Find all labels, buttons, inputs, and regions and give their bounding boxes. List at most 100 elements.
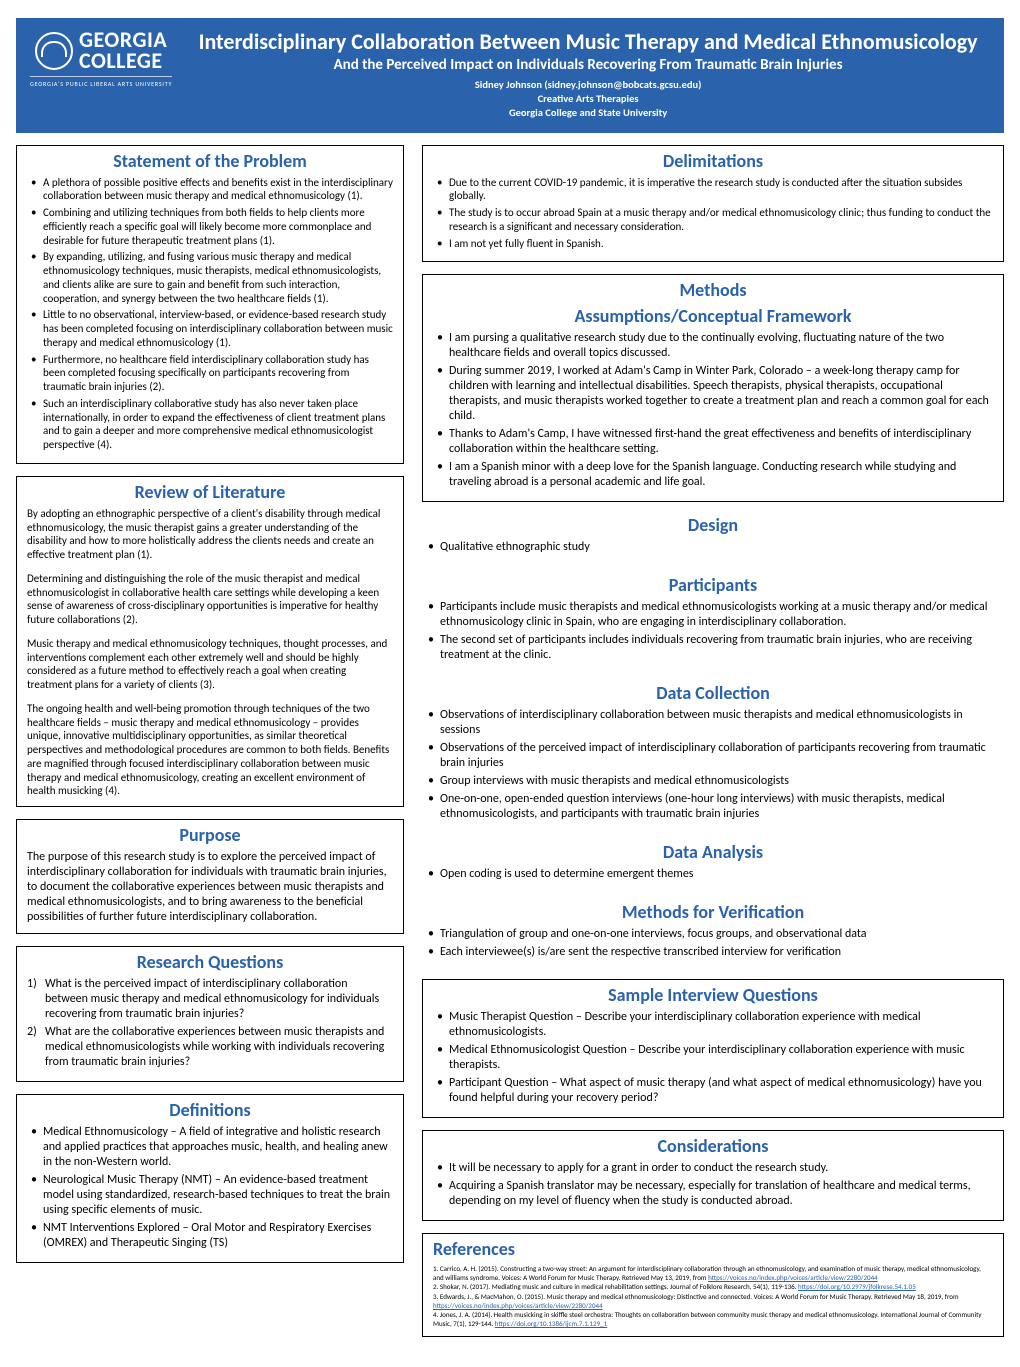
section-title: Review of Literature [27, 481, 393, 503]
datacollection-list: Observations of interdisciplinary collab… [424, 708, 1002, 822]
list-item: One-on-one, open-ended question intervie… [424, 792, 1002, 822]
section-title: References [433, 1238, 993, 1260]
section-title: Participants [424, 574, 1002, 596]
list-item: What is the perceived impact of interdis… [27, 977, 393, 1022]
lit-para: The ongoing health and well-being promot… [27, 702, 393, 798]
problem-list: A plethora of possible positive effects … [27, 176, 393, 452]
section-methods-assumptions: Methods Assumptions/Conceptual Framework… [422, 274, 1004, 502]
list-item: I am a Spanish minor with a deep love fo… [433, 460, 993, 490]
section-data-collection: Data Collection Observations of interdis… [422, 682, 1004, 831]
list-item: During summer 2019, I worked at Adam's C… [433, 364, 993, 424]
list-item: Group interviews with music therapists a… [424, 774, 1002, 789]
reference-item: 3. Edwards, J., & MacMahon, O. (2015). M… [433, 1292, 993, 1310]
list-item: Music Therapist Question – Describe your… [433, 1010, 993, 1040]
reference-item: 2. Shokar, N. (2017). Mediating music an… [433, 1282, 993, 1291]
section-participants: Participants Participants include music … [422, 574, 1004, 672]
list-item: I am not yet fully fluent in Spanish. [433, 237, 993, 251]
list-item: Thanks to Adam's Camp, I have witnessed … [433, 427, 993, 457]
section-considerations: Considerations It will be necessary to a… [422, 1130, 1004, 1221]
analysis-list: Open coding is used to determine emergen… [424, 867, 1002, 882]
list-item: Little to no observational, interview-ba… [27, 308, 393, 349]
section-title: Sample Interview Questions [433, 984, 993, 1006]
left-column: Statement of the Problem A plethora of p… [16, 145, 404, 1349]
list-item: The study is to occur abroad Spain at a … [433, 206, 993, 234]
list-item: Participants include music therapists an… [424, 600, 1002, 630]
section-title: Data Collection [424, 682, 1002, 704]
header-titles: Interdisciplinary Collaboration Between … [186, 28, 990, 121]
reference-link[interactable]: https://voices.no/index.php/voices/artic… [433, 1301, 603, 1310]
poster-subtitle: And the Perceived Impact on Individuals … [186, 56, 990, 74]
list-item: Furthermore, no healthcare field interdi… [27, 353, 393, 394]
list-item: Due to the current COVID-19 pandemic, it… [433, 176, 993, 204]
institution-line: Georgia College and State University [186, 106, 990, 120]
lit-para: By adopting an ethnographic perspective … [27, 507, 393, 562]
rq-list: What is the perceived impact of interdis… [27, 977, 393, 1070]
section-title: Considerations [433, 1135, 993, 1157]
logo-mark: GEORGIA COLLEGE [35, 30, 167, 72]
section-title: Design [424, 514, 1002, 536]
list-item: NMT Interventions Explored – Oral Motor … [27, 1221, 393, 1251]
section-purpose: Purpose The purpose of this research stu… [16, 819, 404, 934]
list-item: The second set of participants includes … [424, 633, 1002, 663]
lit-para: Determining and distinguishing the role … [27, 572, 393, 627]
section-sample-questions: Sample Interview Questions Music Therapi… [422, 979, 1004, 1118]
list-item: What are the collaborative experiences b… [27, 1025, 393, 1070]
section-title: Delimitations [433, 150, 993, 172]
participants-list: Participants include music therapists an… [424, 600, 1002, 663]
list-item: Medical Ethnomusicology – A field of int… [27, 1125, 393, 1170]
poster-header: GEORGIA COLLEGE GEORGIA'S PUBLIC LIBERAL… [16, 18, 1004, 133]
section-title: Research Questions [27, 951, 393, 973]
list-item: Triangulation of group and one-on-one in… [424, 927, 1002, 942]
section-title: Assumptions/Conceptual Framework [433, 305, 993, 327]
list-item: Qualitative ethnographic study [424, 540, 1002, 555]
verification-list: Triangulation of group and one-on-one in… [424, 927, 1002, 960]
right-column: Delimitations Due to the current COVID-1… [422, 145, 1004, 1349]
reference-item: 4. Jones, J. A. (2014). Health musicking… [433, 1310, 993, 1328]
poster-title: Interdisciplinary Collaboration Between … [186, 28, 990, 55]
list-item: Combining and utilizing techniques from … [27, 206, 393, 247]
considerations-list: It will be necessary to apply for a gran… [433, 1161, 993, 1209]
sampleq-list: Music Therapist Question – Describe your… [433, 1010, 993, 1106]
reference-item: 1. Carrico, A. H. (2015). Constructing a… [433, 1264, 993, 1282]
section-delimitations: Delimitations Due to the current COVID-1… [422, 145, 1004, 263]
list-item: Neurological Music Therapy (NMT) – An ev… [27, 1173, 393, 1218]
section-literature: Review of Literature By adopting an ethn… [16, 476, 404, 807]
section-problem: Statement of the Problem A plethora of p… [16, 145, 404, 464]
section-title: Statement of the Problem [27, 150, 393, 172]
department-line: Creative Arts Therapies [186, 92, 990, 106]
list-item: Medical Ethnomusicologist Question – Des… [433, 1043, 993, 1073]
list-item: Participant Question – What aspect of mu… [433, 1076, 993, 1106]
list-item: Such an interdisciplinary collaborative … [27, 397, 393, 452]
list-item: Open coding is used to determine emergen… [424, 867, 1002, 882]
section-title: Purpose [27, 824, 393, 846]
section-research-questions: Research Questions What is the perceived… [16, 946, 404, 1082]
methods-title: Methods [433, 279, 993, 301]
defs-list: Medical Ethnomusicology – A field of int… [27, 1125, 393, 1251]
author-line: Sidney Johnson (sidney.johnson@bobcats.g… [186, 78, 990, 92]
section-title: Methods for Verification [424, 901, 1002, 923]
list-item: Acquiring a Spanish translator may be ne… [433, 1179, 993, 1209]
lit-para: Music therapy and medical ethnomusicolog… [27, 637, 393, 692]
reference-link[interactable]: https://voices.no/index.php/voices/artic… [708, 1273, 878, 1282]
section-title: Data Analysis [424, 841, 1002, 863]
section-title: Definitions [27, 1099, 393, 1121]
purpose-text: The purpose of this research study is to… [27, 850, 393, 925]
list-item: A plethora of possible positive effects … [27, 176, 393, 204]
list-item: I am pursing a qualitative research stud… [433, 331, 993, 361]
logo-icon [35, 32, 73, 70]
section-data-analysis: Data Analysis Open coding is used to det… [422, 841, 1004, 891]
list-item: Observations of the perceived impact of … [424, 741, 1002, 771]
references-body: 1. Carrico, A. H. (2015). Constructing a… [433, 1264, 993, 1328]
delim-list: Due to the current COVID-19 pandemic, it… [433, 176, 993, 251]
list-item: By expanding, utilizing, and fusing vari… [27, 250, 393, 305]
section-design: Design Qualitative ethnographic study [422, 514, 1004, 564]
section-references: References 1. Carrico, A. H. (2015). Con… [422, 1233, 1004, 1337]
list-item: Observations of interdisciplinary collab… [424, 708, 1002, 738]
reference-link[interactable]: https://doi.org/10.1386/ijcm.7.1.129_1 [495, 1319, 607, 1328]
section-definitions: Definitions Medical Ethnomusicology – A … [16, 1094, 404, 1263]
list-item: Each interviewee(s) is/are sent the resp… [424, 945, 1002, 960]
reference-link[interactable]: https://doi.org/10.2979/jfolkrese.54.1.0… [798, 1282, 916, 1291]
logo-text: GEORGIA COLLEGE [79, 30, 167, 72]
design-list: Qualitative ethnographic study [424, 540, 1002, 555]
section-verification: Methods for Verification Triangulation o… [422, 901, 1004, 969]
